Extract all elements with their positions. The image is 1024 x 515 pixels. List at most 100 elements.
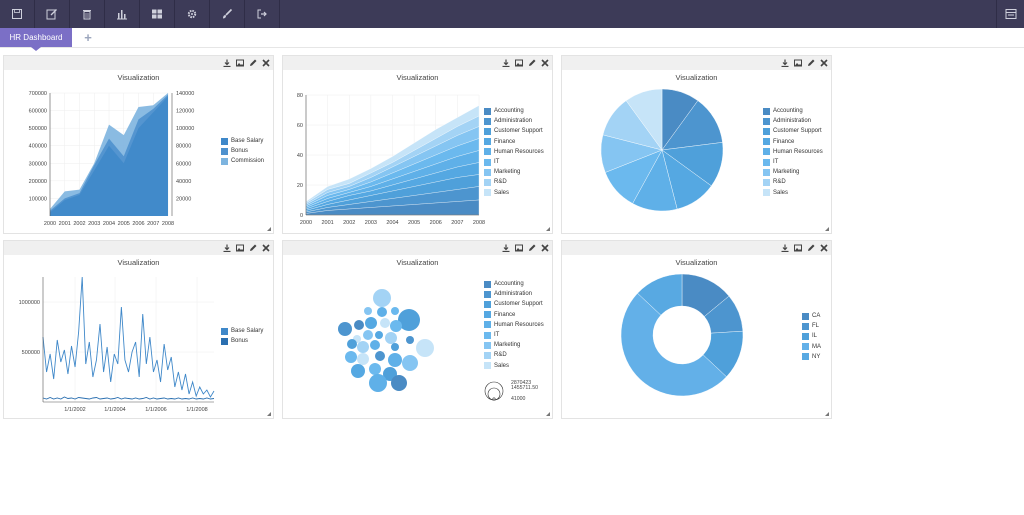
legend-item[interactable]: CA — [802, 311, 821, 321]
legend-item[interactable]: Sales — [763, 188, 823, 198]
bubble[interactable] — [351, 364, 365, 378]
style-button[interactable] — [210, 0, 245, 28]
legend-item[interactable]: FL — [802, 321, 821, 331]
bubble[interactable] — [369, 363, 381, 375]
close-button[interactable] — [819, 58, 828, 67]
download-button[interactable] — [222, 58, 231, 67]
pencil-button[interactable] — [248, 58, 257, 67]
legend-item[interactable]: Administration — [763, 116, 823, 126]
legend-item[interactable]: Commission — [221, 156, 264, 166]
bubble[interactable] — [365, 317, 377, 329]
image-button[interactable] — [235, 58, 244, 67]
bubble[interactable] — [391, 343, 399, 351]
legend-item[interactable]: Marketing — [484, 167, 544, 177]
resize-handle[interactable] — [825, 227, 829, 231]
bubble[interactable] — [406, 336, 414, 344]
bubble[interactable] — [416, 339, 434, 357]
menu-button[interactable] — [996, 0, 1024, 28]
download-button[interactable] — [780, 243, 789, 252]
legend-item[interactable]: Bonus — [221, 146, 264, 156]
legend-item[interactable]: IT — [763, 157, 823, 167]
legend-item[interactable]: NY — [802, 352, 821, 362]
edit-button[interactable] — [35, 0, 70, 28]
image-button[interactable] — [514, 243, 523, 252]
legend-item[interactable]: Sales — [484, 361, 544, 371]
pencil-button[interactable] — [527, 243, 536, 252]
bubble[interactable] — [380, 318, 390, 328]
close-button[interactable] — [261, 243, 270, 252]
add-tab-button[interactable]: + — [84, 29, 92, 45]
bubble[interactable] — [375, 331, 383, 339]
legend-item[interactable]: R&D — [484, 350, 544, 360]
legend-item[interactable]: Marketing — [484, 340, 544, 350]
download-button[interactable] — [501, 58, 510, 67]
bubble[interactable] — [357, 341, 369, 353]
bubble[interactable] — [338, 322, 352, 336]
resize-handle[interactable] — [546, 412, 550, 416]
bubble[interactable] — [375, 351, 385, 361]
legend-item[interactable]: Human Resources — [484, 147, 544, 157]
save-button[interactable] — [0, 0, 35, 28]
legend-item[interactable]: IL — [802, 331, 821, 341]
resize-handle[interactable] — [267, 227, 271, 231]
resize-handle[interactable] — [546, 227, 550, 231]
area-series[interactable] — [50, 96, 168, 216]
legend-item[interactable]: Base Salary — [221, 326, 263, 336]
bubble[interactable] — [354, 320, 364, 330]
pencil-button[interactable] — [806, 243, 815, 252]
chart-button[interactable] — [105, 0, 140, 28]
sign-out-button[interactable] — [245, 0, 280, 28]
pencil-button[interactable] — [806, 58, 815, 67]
close-button[interactable] — [819, 243, 828, 252]
download-button[interactable] — [501, 243, 510, 252]
bubble[interactable] — [391, 375, 407, 391]
tab-hr-dashboard[interactable]: HR Dashboard — [0, 28, 72, 47]
pie-slice[interactable] — [625, 88, 663, 151]
legend-item[interactable]: Finance — [484, 137, 544, 147]
download-button[interactable] — [222, 243, 231, 252]
legend-item[interactable]: Accounting — [484, 279, 544, 289]
bubble[interactable] — [391, 307, 399, 315]
bubble[interactable] — [347, 339, 357, 349]
download-button[interactable] — [780, 58, 789, 67]
bubble[interactable] — [370, 340, 380, 350]
bubble[interactable] — [369, 374, 387, 392]
bubble[interactable] — [390, 320, 402, 332]
close-button[interactable] — [540, 243, 549, 252]
legend-item[interactable]: Finance — [484, 310, 544, 320]
close-button[interactable] — [261, 58, 270, 67]
legend-item[interactable]: Sales — [484, 188, 544, 198]
image-button[interactable] — [514, 58, 523, 67]
bubble[interactable] — [364, 307, 372, 315]
legend-item[interactable]: R&D — [763, 177, 823, 187]
legend-item[interactable]: Administration — [484, 289, 544, 299]
pencil-button[interactable] — [527, 58, 536, 67]
pencil-button[interactable] — [248, 243, 257, 252]
legend-item[interactable]: Accounting — [763, 106, 823, 116]
legend-item[interactable]: Marketing — [763, 167, 823, 177]
legend-item[interactable]: IT — [484, 157, 544, 167]
legend-item[interactable]: MA — [802, 342, 821, 352]
donut-slice[interactable] — [620, 292, 727, 397]
bubble[interactable] — [388, 353, 402, 367]
image-button[interactable] — [793, 58, 802, 67]
bubble[interactable] — [402, 355, 418, 371]
settings-button[interactable] — [175, 0, 210, 28]
legend-item[interactable]: Accounting — [484, 106, 544, 116]
delete-button[interactable] — [70, 0, 105, 28]
image-button[interactable] — [235, 243, 244, 252]
legend-item[interactable]: Human Resources — [484, 320, 544, 330]
bubble[interactable] — [373, 289, 391, 307]
close-button[interactable] — [540, 58, 549, 67]
bubble[interactable] — [363, 330, 373, 340]
bubble[interactable] — [357, 353, 369, 365]
resize-handle[interactable] — [825, 412, 829, 416]
legend-item[interactable]: IT — [484, 330, 544, 340]
line-series[interactable] — [42, 276, 215, 398]
resize-handle[interactable] — [267, 412, 271, 416]
bubble[interactable] — [385, 332, 397, 344]
legend-item[interactable]: Customer Support — [484, 126, 544, 136]
bubble[interactable] — [398, 309, 420, 331]
bubble[interactable] — [377, 307, 387, 317]
donut-slice[interactable] — [637, 273, 683, 316]
